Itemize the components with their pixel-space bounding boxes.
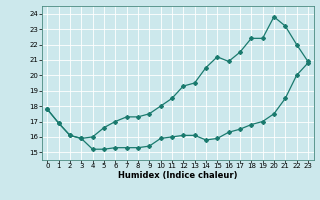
- X-axis label: Humidex (Indice chaleur): Humidex (Indice chaleur): [118, 171, 237, 180]
